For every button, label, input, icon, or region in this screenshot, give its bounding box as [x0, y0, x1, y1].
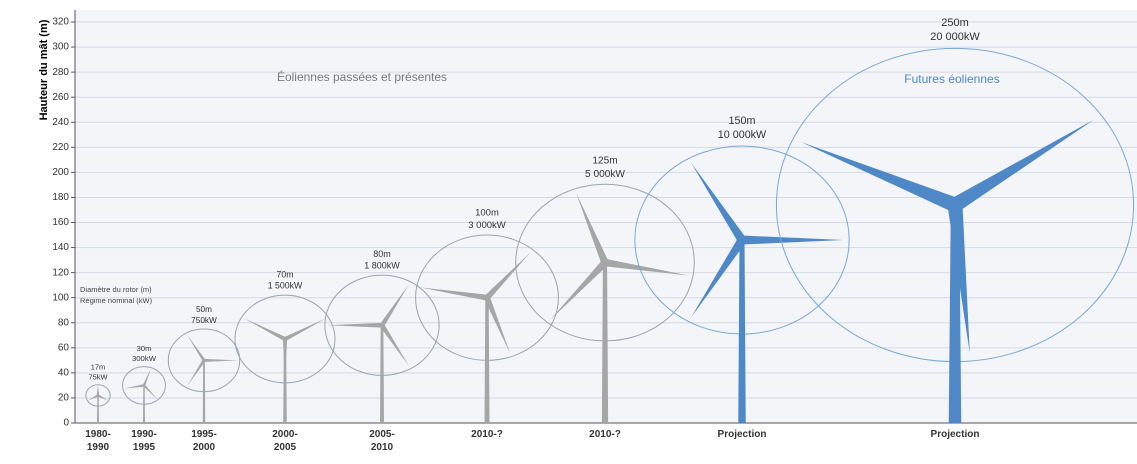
blade: [484, 252, 531, 300]
diameter-label: 100m: [475, 208, 499, 219]
y-tick-label: 100: [52, 292, 69, 303]
legend-diameter: Diamètre du rotor (m): [80, 285, 152, 294]
x-tick-label: 1980-1990: [85, 429, 111, 453]
tower: [738, 240, 746, 423]
blade: [691, 162, 746, 243]
tower: [202, 360, 206, 423]
tower: [601, 262, 609, 423]
blade: [283, 318, 327, 341]
power-label: 10 000kW: [718, 129, 767, 141]
blade: [550, 260, 608, 320]
blade: [691, 237, 746, 318]
tower: [97, 395, 99, 423]
tower: [380, 325, 384, 423]
blade: [947, 204, 970, 354]
diameter-label: 150m: [729, 115, 756, 127]
y-tick-label: 120: [52, 267, 69, 278]
diameter-label: 70m: [276, 269, 293, 279]
hub: [282, 336, 288, 342]
annotation: Futures éoliennes: [904, 72, 999, 86]
blade: [950, 119, 1094, 212]
hub: [484, 294, 490, 301]
y-tick-label: 0: [63, 418, 69, 429]
blade: [142, 368, 151, 386]
x-tick-label: Projection: [930, 429, 980, 440]
y-tick-label: 300: [52, 42, 69, 53]
power-label: 300kW: [132, 354, 157, 363]
x-tick-label: 1995-2000: [191, 429, 217, 453]
blade: [187, 359, 206, 387]
x-tick-label: 2010-?: [589, 429, 621, 440]
x-tick-label: 1990-1995: [131, 429, 157, 453]
diameter-label: 125m: [592, 156, 617, 167]
x-tick-label: 2005-2010: [369, 429, 395, 453]
y-tick-label: 60: [58, 342, 70, 353]
power-label: 20 000kW: [930, 31, 980, 43]
y-tick-label: 200: [52, 167, 69, 178]
x-tick-label: Projection: [717, 429, 767, 440]
blade: [96, 385, 100, 396]
y-tick-label: 20: [58, 393, 70, 404]
blade: [88, 394, 99, 401]
hub: [202, 358, 206, 362]
blade: [801, 142, 959, 212]
y-tick-label: 240: [52, 117, 69, 128]
tower: [484, 297, 490, 423]
y-axis-title: Hauteur du mât (m): [38, 19, 50, 120]
blade: [204, 358, 238, 362]
blade: [282, 339, 288, 381]
y-tick-label: 180: [52, 192, 69, 203]
blade: [575, 192, 609, 264]
diameter-label: 17m: [91, 363, 105, 372]
blade: [484, 296, 511, 354]
hub: [142, 384, 146, 387]
power-label: 750kW: [191, 316, 217, 325]
diameter-label: 50m: [196, 305, 212, 314]
power-label: 75kW: [89, 372, 108, 381]
power-label: 1 800kW: [364, 261, 400, 271]
y-tick-label: 260: [52, 92, 69, 103]
hub: [96, 394, 100, 397]
tower: [143, 385, 145, 423]
power-label: 1 500kW: [268, 281, 303, 291]
y-tick-label: 140: [52, 242, 69, 253]
blade: [123, 384, 145, 389]
blade: [243, 318, 287, 341]
blade: [379, 284, 410, 327]
blade: [420, 287, 488, 301]
x-tick-label: 2010-?: [471, 429, 503, 440]
blade: [327, 322, 382, 328]
hub: [737, 235, 747, 245]
power-label: 3 000kW: [468, 220, 506, 231]
blade: [143, 384, 158, 400]
blade: [97, 394, 108, 401]
hub: [601, 258, 609, 267]
blade: [379, 324, 410, 367]
y-tick-label: 40: [58, 368, 70, 379]
annotation: Éoliennes passées et présentes: [277, 69, 447, 84]
blade: [742, 235, 844, 245]
hub: [379, 322, 385, 328]
power-label: 5 000kW: [585, 169, 625, 180]
diameter-label: 250m: [941, 17, 969, 29]
y-tick-label: 160: [52, 217, 69, 228]
blade: [604, 258, 689, 276]
legend-power: Régime nominal (kW): [80, 296, 153, 305]
blade: [187, 334, 206, 362]
y-tick-label: 220: [52, 142, 69, 153]
x-tick-label: 2000-2005: [272, 429, 298, 453]
diameter-label: 80m: [373, 249, 391, 259]
y-tick-label: 320: [52, 17, 69, 28]
y-tick-label: 280: [52, 67, 69, 78]
y-tick-label: 80: [58, 317, 70, 328]
diameter-label: 30m: [136, 344, 151, 353]
hub: [947, 197, 963, 213]
